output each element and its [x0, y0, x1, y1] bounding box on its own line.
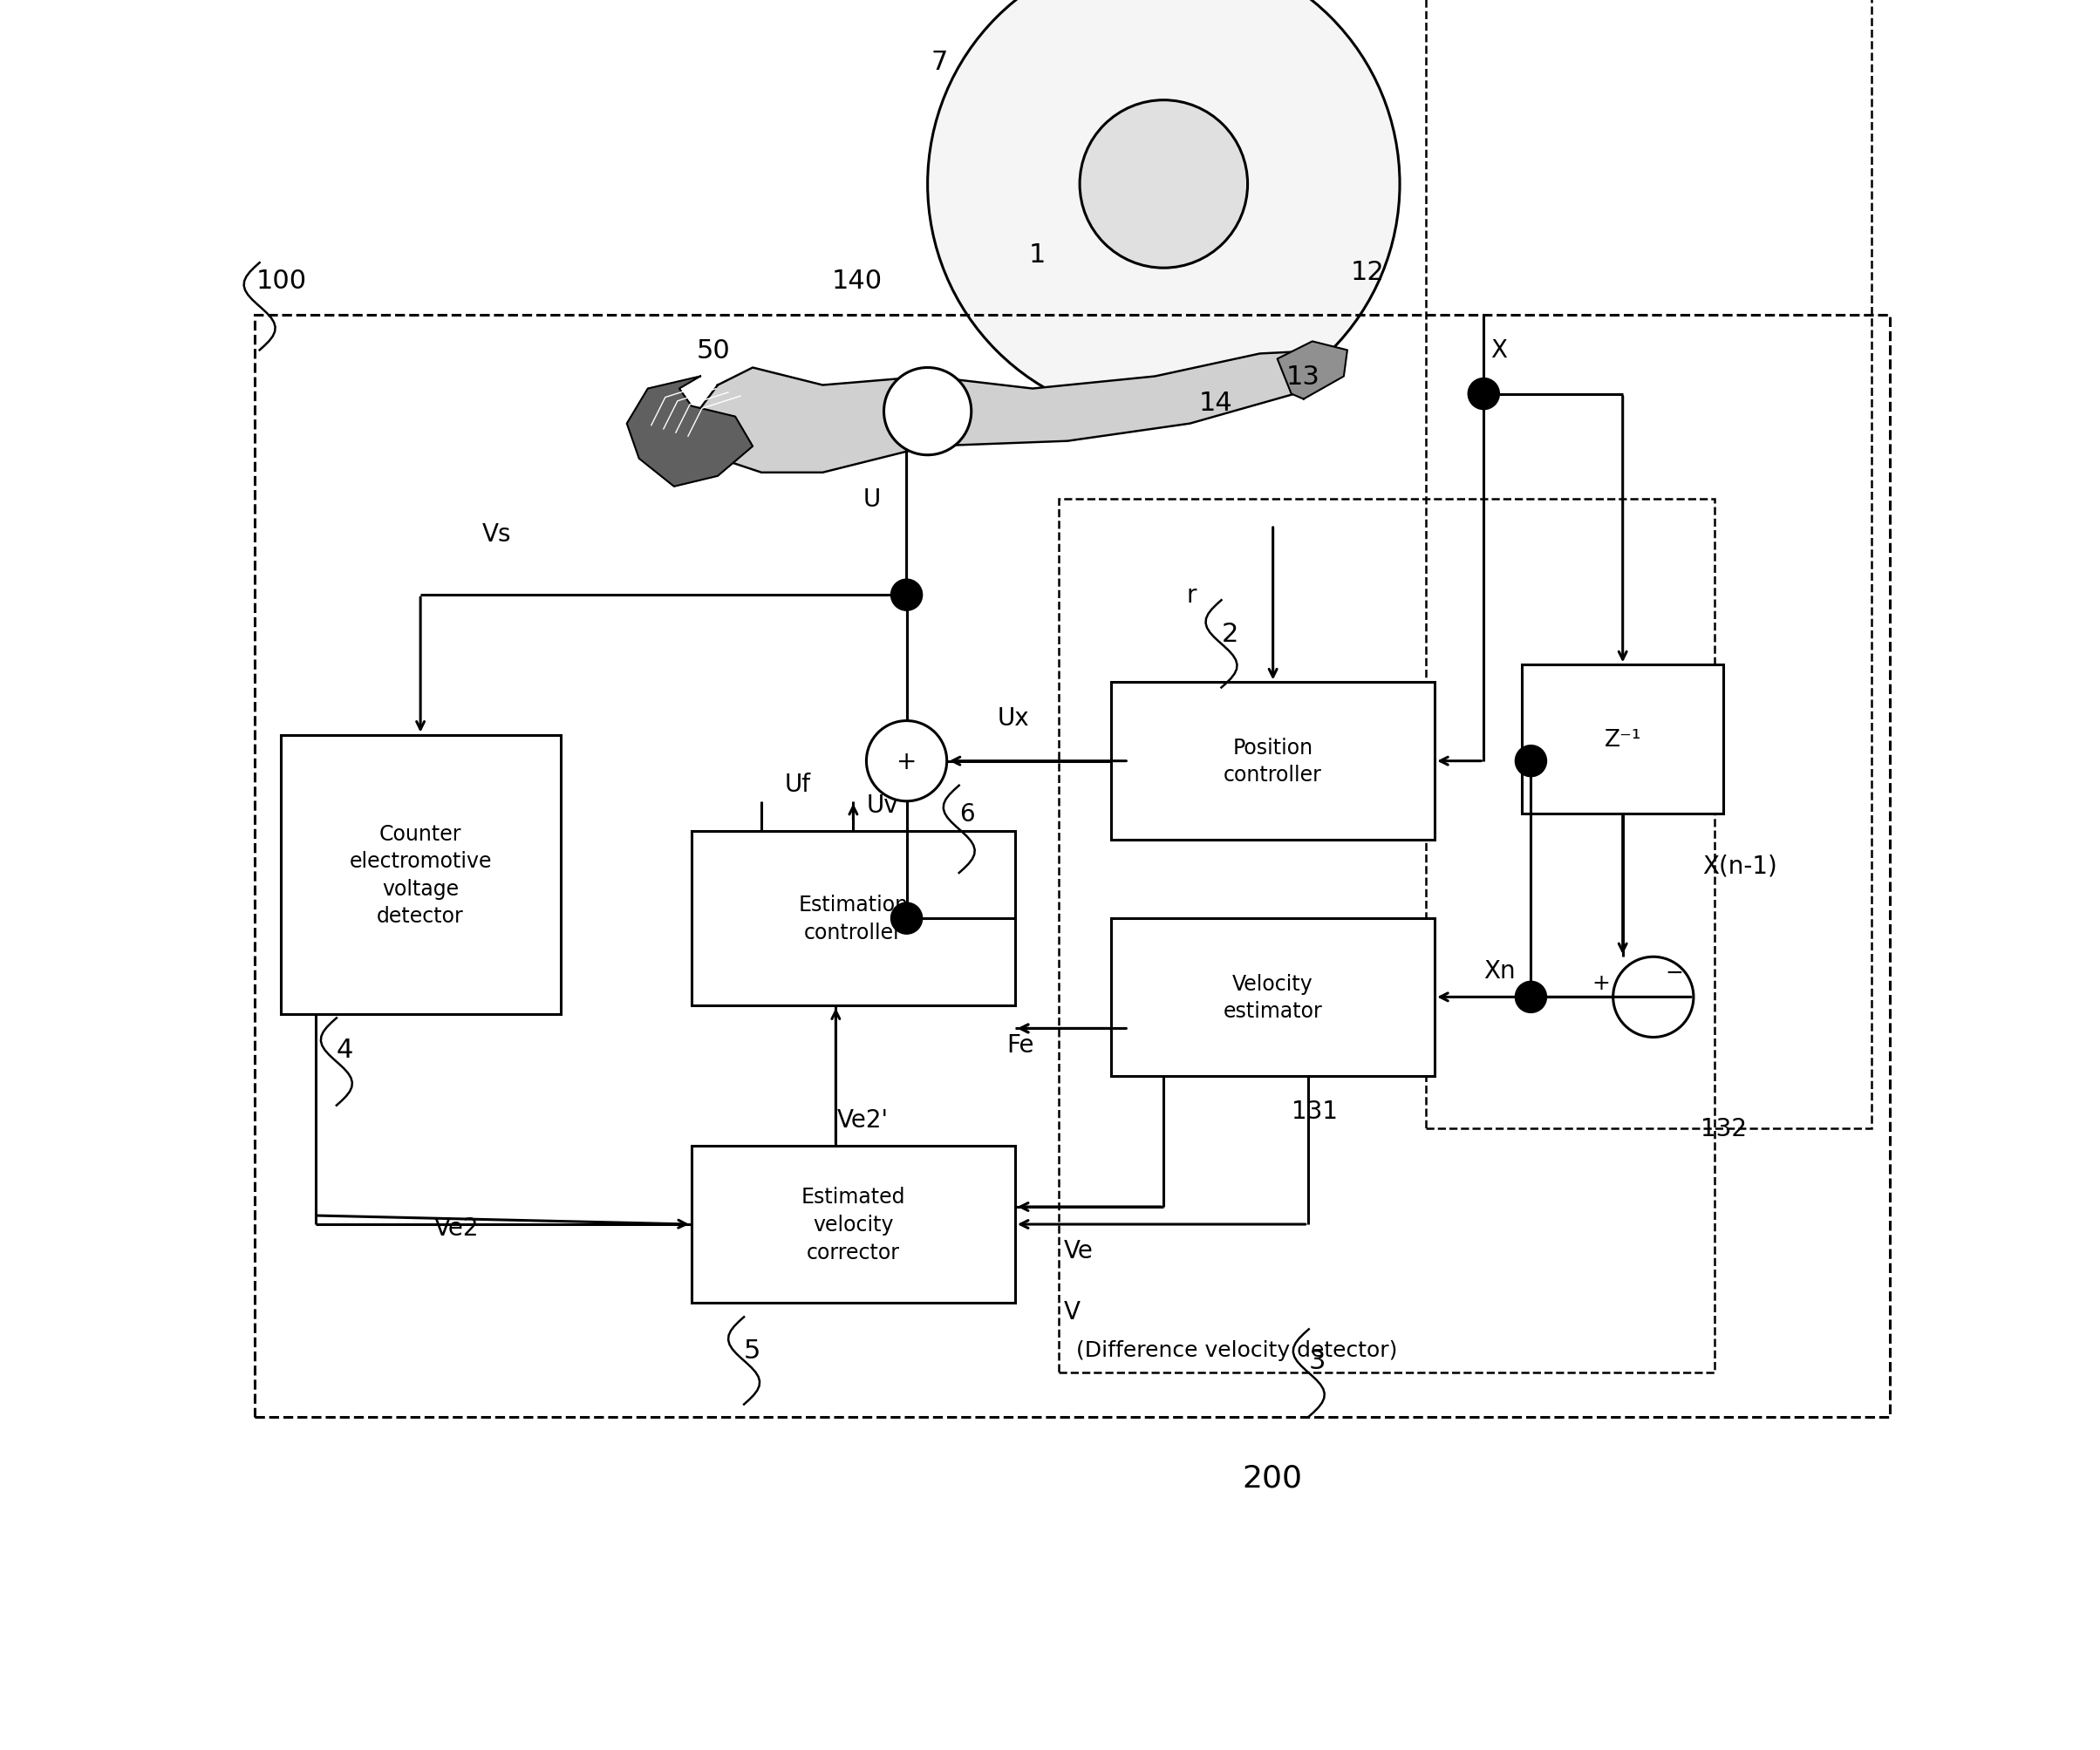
Text: Ve: Ve — [1065, 1239, 1094, 1263]
Polygon shape — [626, 376, 752, 486]
Text: Ux: Ux — [998, 705, 1029, 730]
Text: 132: 132 — [1701, 1116, 1747, 1141]
Bar — [691, 831, 1014, 1006]
Text: +: + — [897, 749, 918, 774]
Text: Position
controller: Position controller — [1224, 737, 1323, 786]
Circle shape — [890, 579, 922, 611]
Text: r: r — [1186, 583, 1197, 607]
Text: Xn: Xn — [1485, 959, 1516, 983]
Bar — [281, 735, 561, 1015]
Text: 12: 12 — [1350, 259, 1384, 285]
Text: U: U — [863, 486, 880, 511]
Text: X(n-1): X(n-1) — [1703, 854, 1777, 878]
Text: 6: 6 — [960, 802, 974, 826]
Text: 200: 200 — [1243, 1463, 1302, 1493]
Text: −: − — [1665, 963, 1684, 984]
Bar — [254, 315, 1890, 1418]
Text: 13: 13 — [1285, 364, 1321, 390]
Circle shape — [1079, 102, 1247, 268]
Circle shape — [1613, 957, 1693, 1038]
Text: 50: 50 — [697, 338, 731, 364]
Circle shape — [884, 367, 972, 455]
Text: 2: 2 — [1222, 621, 1239, 646]
Text: X: X — [1491, 338, 1508, 362]
Text: 140: 140 — [832, 268, 882, 294]
Text: Uf: Uf — [783, 772, 811, 796]
Text: Ve2: Ve2 — [435, 1216, 479, 1241]
Text: V: V — [1065, 1300, 1082, 1325]
Circle shape — [867, 721, 947, 802]
Bar — [1111, 919, 1434, 1076]
Bar — [1111, 682, 1434, 840]
Bar — [691, 1146, 1014, 1304]
Text: 4: 4 — [336, 1038, 353, 1062]
Circle shape — [1516, 982, 1546, 1013]
Circle shape — [1516, 745, 1546, 777]
Circle shape — [1468, 378, 1499, 410]
Text: Z⁻¹: Z⁻¹ — [1604, 728, 1642, 751]
Bar — [1426, 0, 1871, 1129]
Circle shape — [890, 903, 922, 934]
Text: (Difference velocity detector): (Difference velocity detector) — [1075, 1340, 1396, 1362]
Bar — [1058, 499, 1714, 1374]
Text: 1: 1 — [1029, 242, 1046, 268]
Text: Fe: Fe — [1006, 1032, 1033, 1057]
Text: Estimation
controller: Estimation controller — [798, 894, 909, 943]
Text: 14: 14 — [1199, 390, 1233, 416]
Text: Ve2': Ve2' — [836, 1108, 888, 1132]
Text: +: + — [1592, 973, 1611, 994]
Polygon shape — [1277, 341, 1348, 399]
Text: Estimated
velocity
corrector: Estimated velocity corrector — [802, 1186, 905, 1262]
Text: 7: 7 — [930, 49, 947, 75]
Text: 3: 3 — [1308, 1348, 1325, 1374]
Text: 5: 5 — [743, 1337, 760, 1363]
Circle shape — [928, 0, 1401, 420]
Bar — [1522, 665, 1724, 814]
Text: 100: 100 — [256, 268, 307, 294]
Polygon shape — [691, 350, 1344, 473]
Text: 131: 131 — [1292, 1099, 1338, 1123]
Text: Uv: Uv — [867, 793, 899, 817]
Text: Velocity
estimator: Velocity estimator — [1224, 973, 1323, 1022]
Text: Vs: Vs — [481, 522, 510, 546]
Text: Counter
electromotive
voltage
detector: Counter electromotive voltage detector — [349, 822, 491, 928]
